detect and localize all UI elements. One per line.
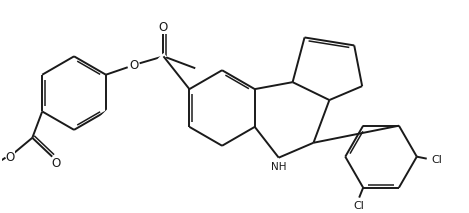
Text: O: O <box>129 59 138 72</box>
Text: O: O <box>52 157 61 170</box>
Text: Cl: Cl <box>431 155 442 165</box>
Text: O: O <box>6 151 15 164</box>
Text: Cl: Cl <box>354 200 364 210</box>
Text: O: O <box>159 21 168 34</box>
Text: NH: NH <box>271 162 287 172</box>
